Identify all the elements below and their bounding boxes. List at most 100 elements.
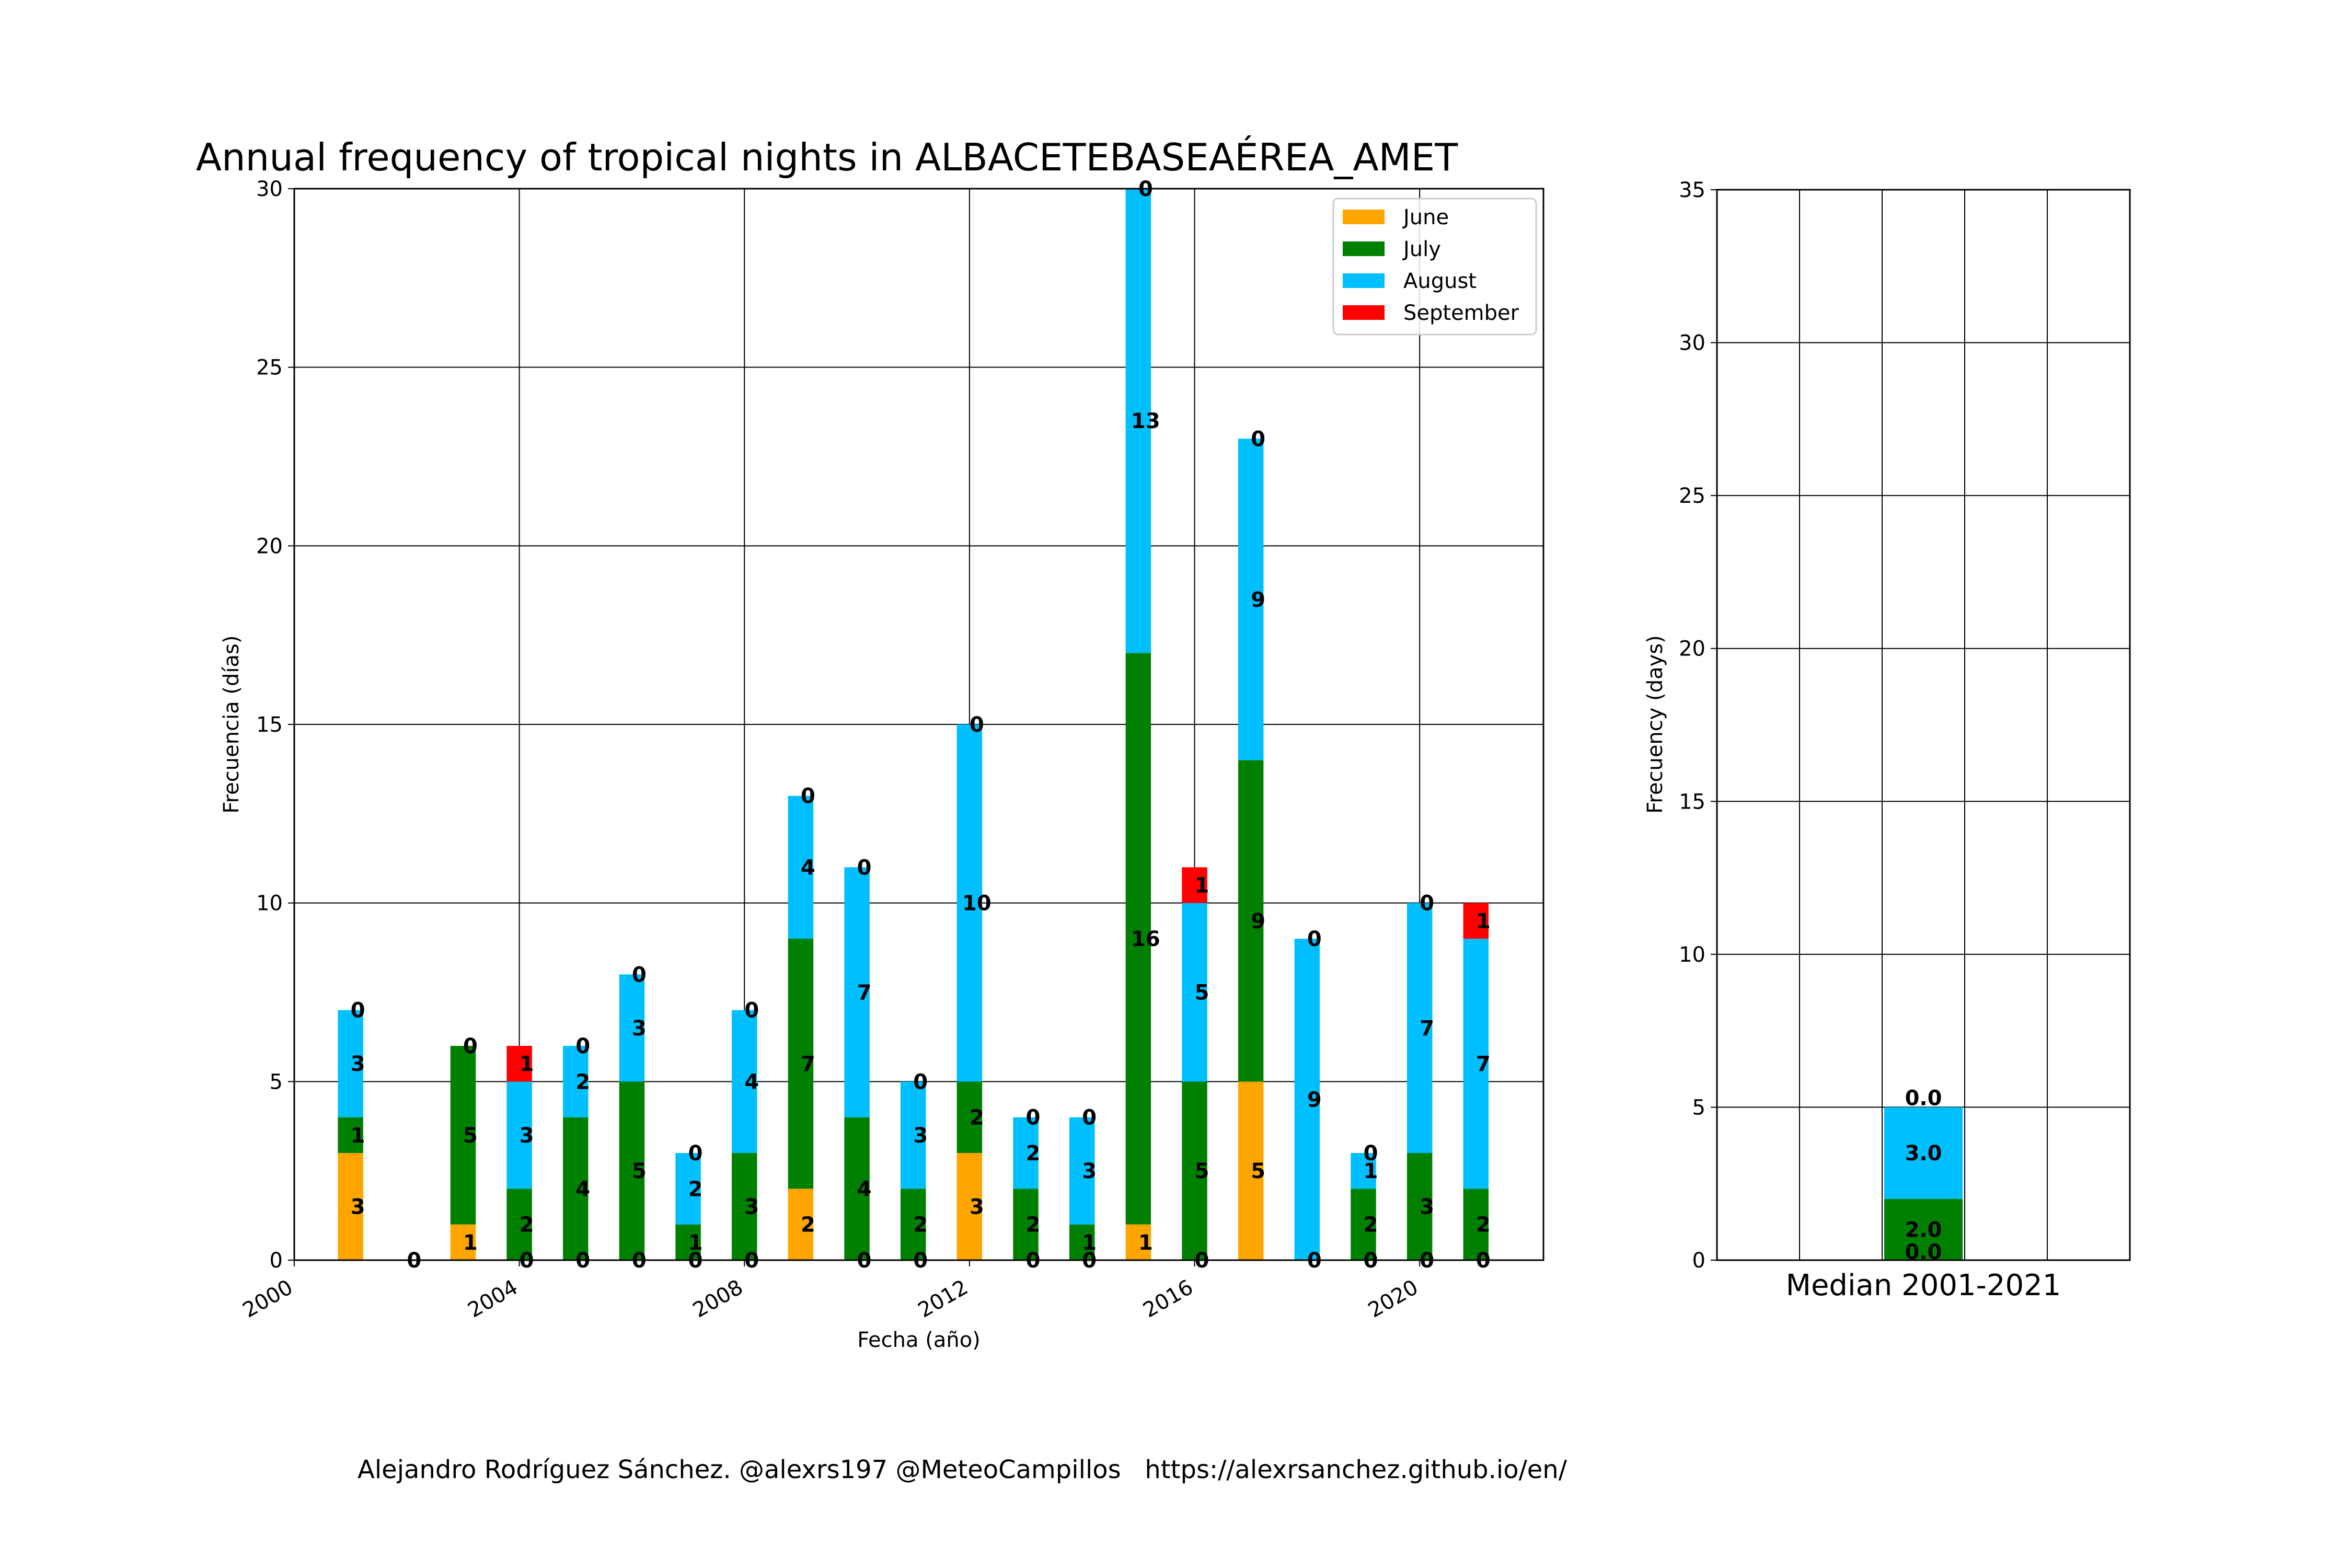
bar-segment-july: [506, 1189, 532, 1260]
bar-label-september: 0: [632, 963, 647, 987]
bar-segment-august: [1125, 189, 1151, 653]
main-data-labels: 3130015002310420053001200340274004700230…: [351, 177, 1491, 1273]
bar-label-june: 2: [801, 1213, 815, 1237]
bar-label-july: 5: [1195, 1159, 1209, 1183]
bar-label-june: 1: [463, 1231, 478, 1255]
bar-label-july: 16: [1131, 927, 1160, 951]
main-gridlines: [294, 188, 1543, 1261]
bar-segment-july: [563, 1117, 589, 1260]
bar-label-september: 0: [1307, 927, 1322, 951]
legend-swatch-june: [1343, 210, 1385, 224]
main-y-tick-label: 5: [270, 1070, 283, 1094]
bar-segment-august: [563, 1046, 589, 1117]
median-gridlines: [1717, 189, 2130, 1261]
median-plot-frame: [1716, 189, 2131, 1261]
main-y-tick-label: 10: [256, 892, 283, 916]
bar-segment-june: [450, 1224, 476, 1260]
main-chart: Annual frequency of tropical nights in A…: [196, 135, 1544, 1352]
main-bars: [338, 189, 1489, 1260]
bar-label-july: 1: [688, 1231, 703, 1255]
bar-label-august: 9: [1307, 1088, 1322, 1112]
bar-segment-june: [1125, 1224, 1151, 1260]
bar-label-july: 1: [351, 1124, 365, 1148]
main-y-tick-label: 30: [256, 177, 283, 201]
bar-label-july: 5: [632, 1159, 647, 1183]
bar-label-august: 3: [632, 1017, 647, 1041]
bar-label-july: 2: [1026, 1213, 1041, 1237]
bar-label-august: 7: [1476, 1052, 1491, 1076]
median-y-tick-label: 5: [1692, 1096, 1705, 1120]
bar-label-july: 2: [520, 1213, 534, 1237]
bar-label-july: 4: [857, 1177, 872, 1201]
bar-segment-july: [956, 1081, 983, 1153]
bar-label-august: 2: [1026, 1142, 1041, 1166]
bar-label-august: 3: [913, 1124, 928, 1148]
bar-label-july: 2: [913, 1213, 928, 1237]
bar-label-september: 0: [913, 1070, 928, 1094]
bar-segment-august: [675, 1153, 701, 1225]
bar-label-august: 7: [1420, 1017, 1434, 1041]
bar-label-august: 4: [801, 856, 815, 880]
bar-segment-august: [338, 1010, 363, 1117]
bar-label-september: 0: [1251, 427, 1265, 451]
legend-swatch-august: [1343, 273, 1385, 288]
bar-segment-july: [732, 1153, 757, 1260]
bar-label-july: 2: [1364, 1213, 1378, 1237]
bar-segment-august: [844, 867, 870, 1117]
bar-label-august: 4: [744, 1070, 759, 1094]
bar-label-september: 0: [351, 999, 365, 1023]
bar-segment-july: [619, 1081, 645, 1260]
bar-label-july: 1: [1082, 1231, 1097, 1255]
bar-label-august: 3: [1082, 1159, 1097, 1183]
bar-segment-july: [1406, 1153, 1433, 1260]
bar-label-september: 0: [1364, 1142, 1378, 1166]
bar-label-august: 9: [1251, 588, 1265, 612]
bar-label-september: 1: [520, 1052, 534, 1076]
median-y-tick-label: 30: [1679, 331, 1705, 355]
median-bars: [1884, 1107, 1963, 1260]
bar-segment-july: [1013, 1189, 1039, 1260]
bar-segment-july: [338, 1117, 363, 1153]
bar-segment-july: [1351, 1189, 1376, 1260]
median-bar-segment-august: [1884, 1107, 1963, 1199]
bar-segment-august: [506, 1081, 532, 1189]
legend: June July August September: [1332, 198, 1537, 336]
bar-label-september: 0: [688, 1142, 703, 1166]
bar-label-august: 5: [1195, 981, 1209, 1005]
bar-segment-september: [1182, 867, 1207, 903]
bar-segment-august: [1294, 939, 1320, 1260]
bar-label-september: 1: [1476, 909, 1491, 933]
bar-segment-august: [619, 974, 645, 1082]
bar-label-september: 0: [801, 785, 815, 809]
bar-label-september: 0: [1082, 1106, 1097, 1130]
legend-swatch-july: [1343, 241, 1385, 256]
main-y-tick-label: 0: [270, 1249, 283, 1273]
main-y-tick-labels: 0 5 10 15 20 25 30: [256, 177, 294, 1273]
bar-label-august: 2: [575, 1070, 590, 1094]
main-y-axis-label: Frecuencia (días): [220, 636, 244, 814]
bar-segment-september: [506, 1046, 532, 1082]
bar-label-september: 0: [744, 999, 759, 1023]
bar-label-september: 0: [1420, 892, 1434, 916]
bar-label-july: 7: [801, 1052, 815, 1076]
bar-label-august: 3: [351, 1052, 365, 1076]
bar-segment-august: [1013, 1117, 1039, 1189]
bar-label-september: 0: [575, 1034, 590, 1058]
bar-segment-july: [844, 1117, 870, 1260]
main-y-tick-label: 15: [256, 713, 283, 737]
bar-segment-august: [1238, 439, 1264, 760]
bar-label-september: 0: [463, 1034, 478, 1058]
median-y-tick-label: 25: [1679, 484, 1705, 508]
bar-label-august: 7: [857, 981, 872, 1005]
main-x-axis-label: Fecha (año): [857, 1328, 981, 1352]
median-y-tick-label: 20: [1679, 637, 1705, 661]
bar-segment-july: [788, 939, 814, 1189]
bar-segment-august: [901, 1081, 926, 1189]
legend-label-august: August: [1403, 269, 1477, 293]
bar-segment-august: [1406, 903, 1433, 1153]
bar-segment-june: [788, 1189, 814, 1260]
bar-label-june: 1: [1138, 1231, 1153, 1255]
bar-segment-july: [1069, 1224, 1095, 1260]
bar-segment-august: [732, 1010, 757, 1153]
legend-frame: [1332, 198, 1537, 336]
